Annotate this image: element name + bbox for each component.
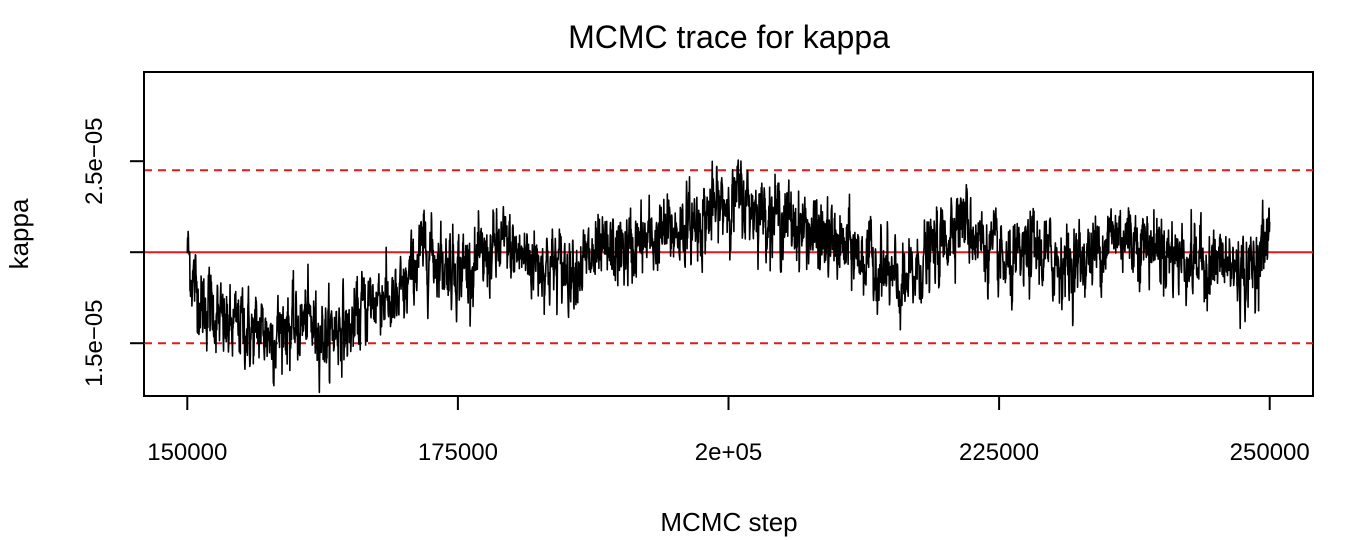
y-axis: 1.5e−05 2.5e−05: [81, 117, 145, 387]
x-tick-label: 175000: [418, 439, 498, 466]
y-tick-label: 2.5e−05: [81, 117, 108, 204]
trace-group: [186, 159, 1271, 394]
reference-lines: [144, 169, 1313, 345]
y-tick-label: 1.5e−05: [81, 299, 108, 386]
chart-title: MCMC trace for kappa: [568, 19, 890, 55]
x-tick-label: 2e+05: [695, 439, 762, 466]
x-tick-label: 250000: [1230, 439, 1310, 466]
kappa-trace-line: [186, 159, 1271, 394]
y-axis-label: kappa: [4, 198, 34, 269]
x-tick-label: 150000: [147, 439, 227, 466]
x-axis: 150000 175000 2e+05 225000 250000: [147, 395, 1310, 466]
x-tick-label: 225000: [959, 439, 1039, 466]
x-axis-label: MCMC step: [660, 507, 797, 537]
